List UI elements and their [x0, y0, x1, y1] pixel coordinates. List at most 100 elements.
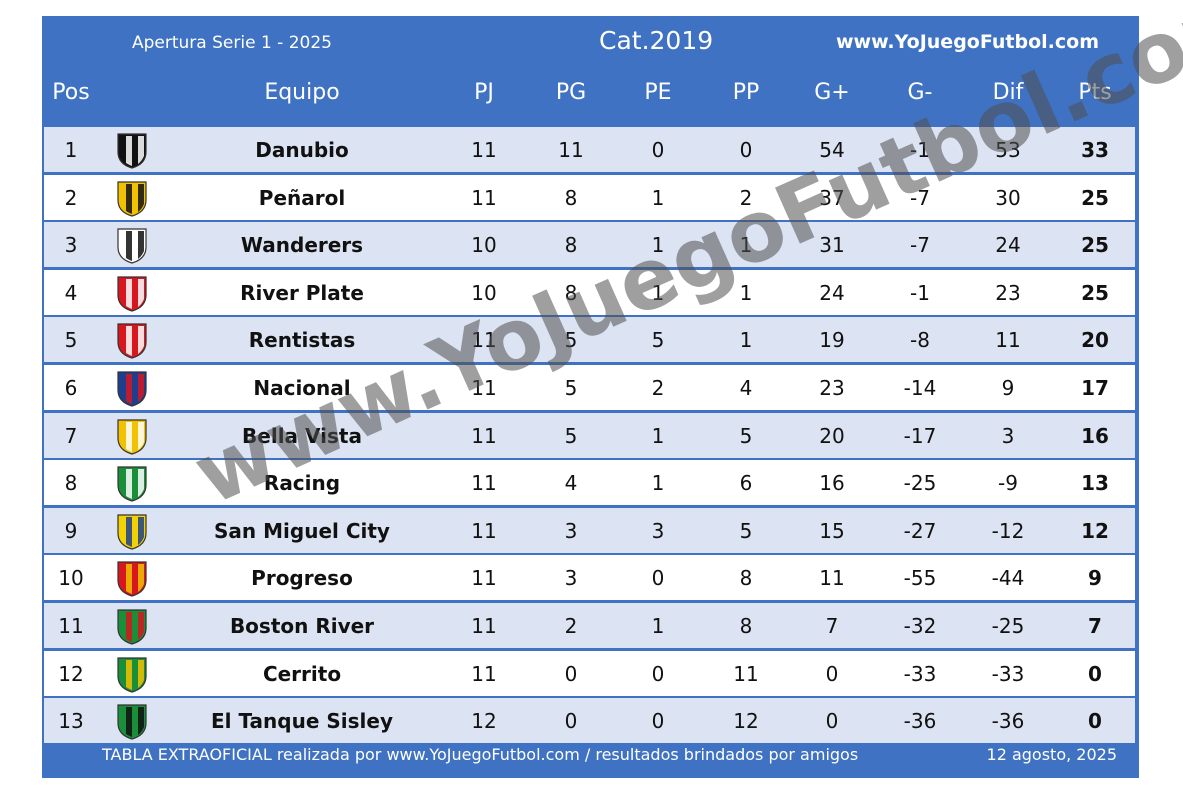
pj-cell: 11	[471, 566, 497, 591]
team-name: Wanderers	[240, 233, 364, 258]
pp-cell: 6	[739, 471, 753, 496]
pp-cell: 2	[739, 185, 753, 210]
team-name: Boston River	[229, 614, 375, 638]
ga-cell: -8	[910, 328, 930, 353]
gf-cell: 23	[819, 376, 845, 400]
ga-cell: -55	[903, 566, 937, 591]
team-name: Danubio	[255, 138, 349, 162]
col-header-pos: Pos	[52, 80, 90, 105]
pe-cell: 1	[651, 185, 665, 210]
pp-cell: 8	[739, 614, 753, 638]
pts-cell: 0	[1088, 709, 1102, 734]
team-name: Progreso	[251, 566, 353, 591]
pts-cell: 25	[1081, 280, 1109, 305]
table-row: 12 Cerrito 11 0 0 11 0 -33 -33 0	[44, 650, 1135, 696]
pe-cell: 1	[651, 614, 665, 638]
pj-cell: 11	[471, 471, 497, 496]
pos-cell: 13	[58, 709, 84, 734]
pg-cell: 8	[564, 185, 578, 210]
el-tanque-crest-icon	[117, 704, 147, 740]
team-name: River Plate	[240, 280, 364, 305]
pos-cell: 2	[64, 185, 78, 210]
pp-cell: 1	[739, 233, 753, 258]
pts-cell: 17	[1081, 376, 1109, 400]
progreso-crest-icon	[117, 561, 147, 598]
pp-cell: 4	[739, 376, 753, 400]
san-miguel-crest-icon	[117, 514, 147, 550]
pj-cell: 11	[471, 614, 497, 638]
pg-cell: 4	[564, 471, 578, 496]
pe-cell: 1	[651, 280, 665, 305]
gf-cell: 24	[819, 280, 845, 305]
table-row: 9 San Miguel City 11 3 3 5 15 -27 -12 12	[44, 507, 1135, 553]
pos-cell: 11	[58, 614, 84, 638]
col-header-dif: Dif	[992, 80, 1024, 105]
table-row: 5 Rentistas 11 5 5 1 19 -8 11 20	[44, 317, 1135, 363]
team-name: Rentistas	[248, 328, 356, 353]
pts-cell: 16	[1081, 423, 1109, 448]
gf-cell: 20	[819, 423, 845, 448]
dif-cell: 24	[995, 233, 1021, 258]
dif-cell: 23	[995, 280, 1021, 305]
pp-cell: 0	[739, 138, 753, 162]
team-name: San Miguel City	[214, 518, 390, 543]
table-row: 3 Wanderers 10 8 1 1 31 -7 24 25	[44, 222, 1135, 268]
pts-cell: 25	[1081, 185, 1109, 210]
team-name: Cerrito	[262, 661, 342, 686]
danubio-crest-icon	[117, 133, 147, 169]
team-name: Bella Vista	[242, 423, 362, 448]
ga-cell: -32	[903, 614, 937, 638]
dif-cell: 53	[995, 138, 1021, 162]
gf-cell: 19	[819, 328, 845, 353]
pg-cell: 5	[564, 423, 578, 448]
col-header-pe: PE	[644, 80, 672, 105]
pg-cell: 0	[564, 661, 578, 686]
col-header-pg: PG	[555, 80, 587, 105]
pp-cell: 5	[739, 518, 753, 543]
pp-cell: 8	[739, 566, 753, 591]
pg-cell: 5	[564, 376, 578, 400]
pts-cell: 33	[1081, 138, 1109, 162]
bella-vista-crest-icon	[117, 418, 147, 455]
pe-cell: 0	[651, 566, 665, 591]
table-row: 6 Nacional 11 5 2 4 23 -14 9 17	[44, 365, 1135, 410]
pj-cell: 11	[471, 423, 497, 448]
gf-cell: 0	[825, 661, 839, 686]
pts-cell: 0	[1088, 661, 1102, 686]
river-plate-crest-icon	[117, 276, 147, 312]
team-name: Peñarol	[258, 185, 346, 210]
pp-cell: 1	[739, 328, 753, 353]
pos-cell: 12	[58, 661, 84, 686]
pj-cell: 11	[471, 138, 497, 162]
penarol-crest-icon	[117, 180, 147, 217]
pts-cell: 13	[1081, 471, 1109, 496]
ga-cell: -25	[903, 471, 937, 496]
pts-cell: 9	[1088, 566, 1102, 591]
pp-cell: 1	[739, 280, 753, 305]
pg-cell: 8	[564, 233, 578, 258]
footer-date: 12 agosto, 2025	[986, 745, 1117, 764]
pe-cell: 1	[651, 233, 665, 258]
dif-cell: -44	[991, 566, 1025, 591]
pp-cell: 11	[733, 661, 759, 686]
pg-cell: 0	[564, 709, 578, 734]
table-title-bar: Apertura Serie 1 - 2025 Cat.2019 www.YoJ…	[42, 16, 1139, 66]
pj-cell: 11	[471, 328, 497, 353]
dif-cell: -9	[998, 471, 1018, 496]
gf-cell: 15	[819, 518, 845, 543]
table-row: 10 Progreso 11 3 0 8 11 -55 -44 9	[44, 555, 1135, 601]
pts-cell: 12	[1081, 518, 1109, 543]
site-label: www.YoJuegoFutbol.com	[835, 31, 1099, 53]
pj-cell: 11	[471, 518, 497, 543]
pos-cell: 8	[64, 471, 78, 496]
gf-cell: 37	[819, 185, 845, 210]
team-name: Racing	[263, 471, 341, 496]
racing-crest-icon	[117, 466, 147, 502]
table-row: 2 Peñarol 11 8 1 2 37 -7 30 25	[44, 174, 1135, 220]
ga-cell: -17	[903, 423, 937, 448]
pos-cell: 3	[64, 233, 78, 258]
col-header-gf: G+	[814, 80, 850, 105]
table-row: 11 Boston River 11 2 1 8 7 -32 -25 7	[44, 603, 1135, 648]
pp-cell: 12	[733, 709, 759, 734]
pe-cell: 0	[651, 709, 665, 734]
